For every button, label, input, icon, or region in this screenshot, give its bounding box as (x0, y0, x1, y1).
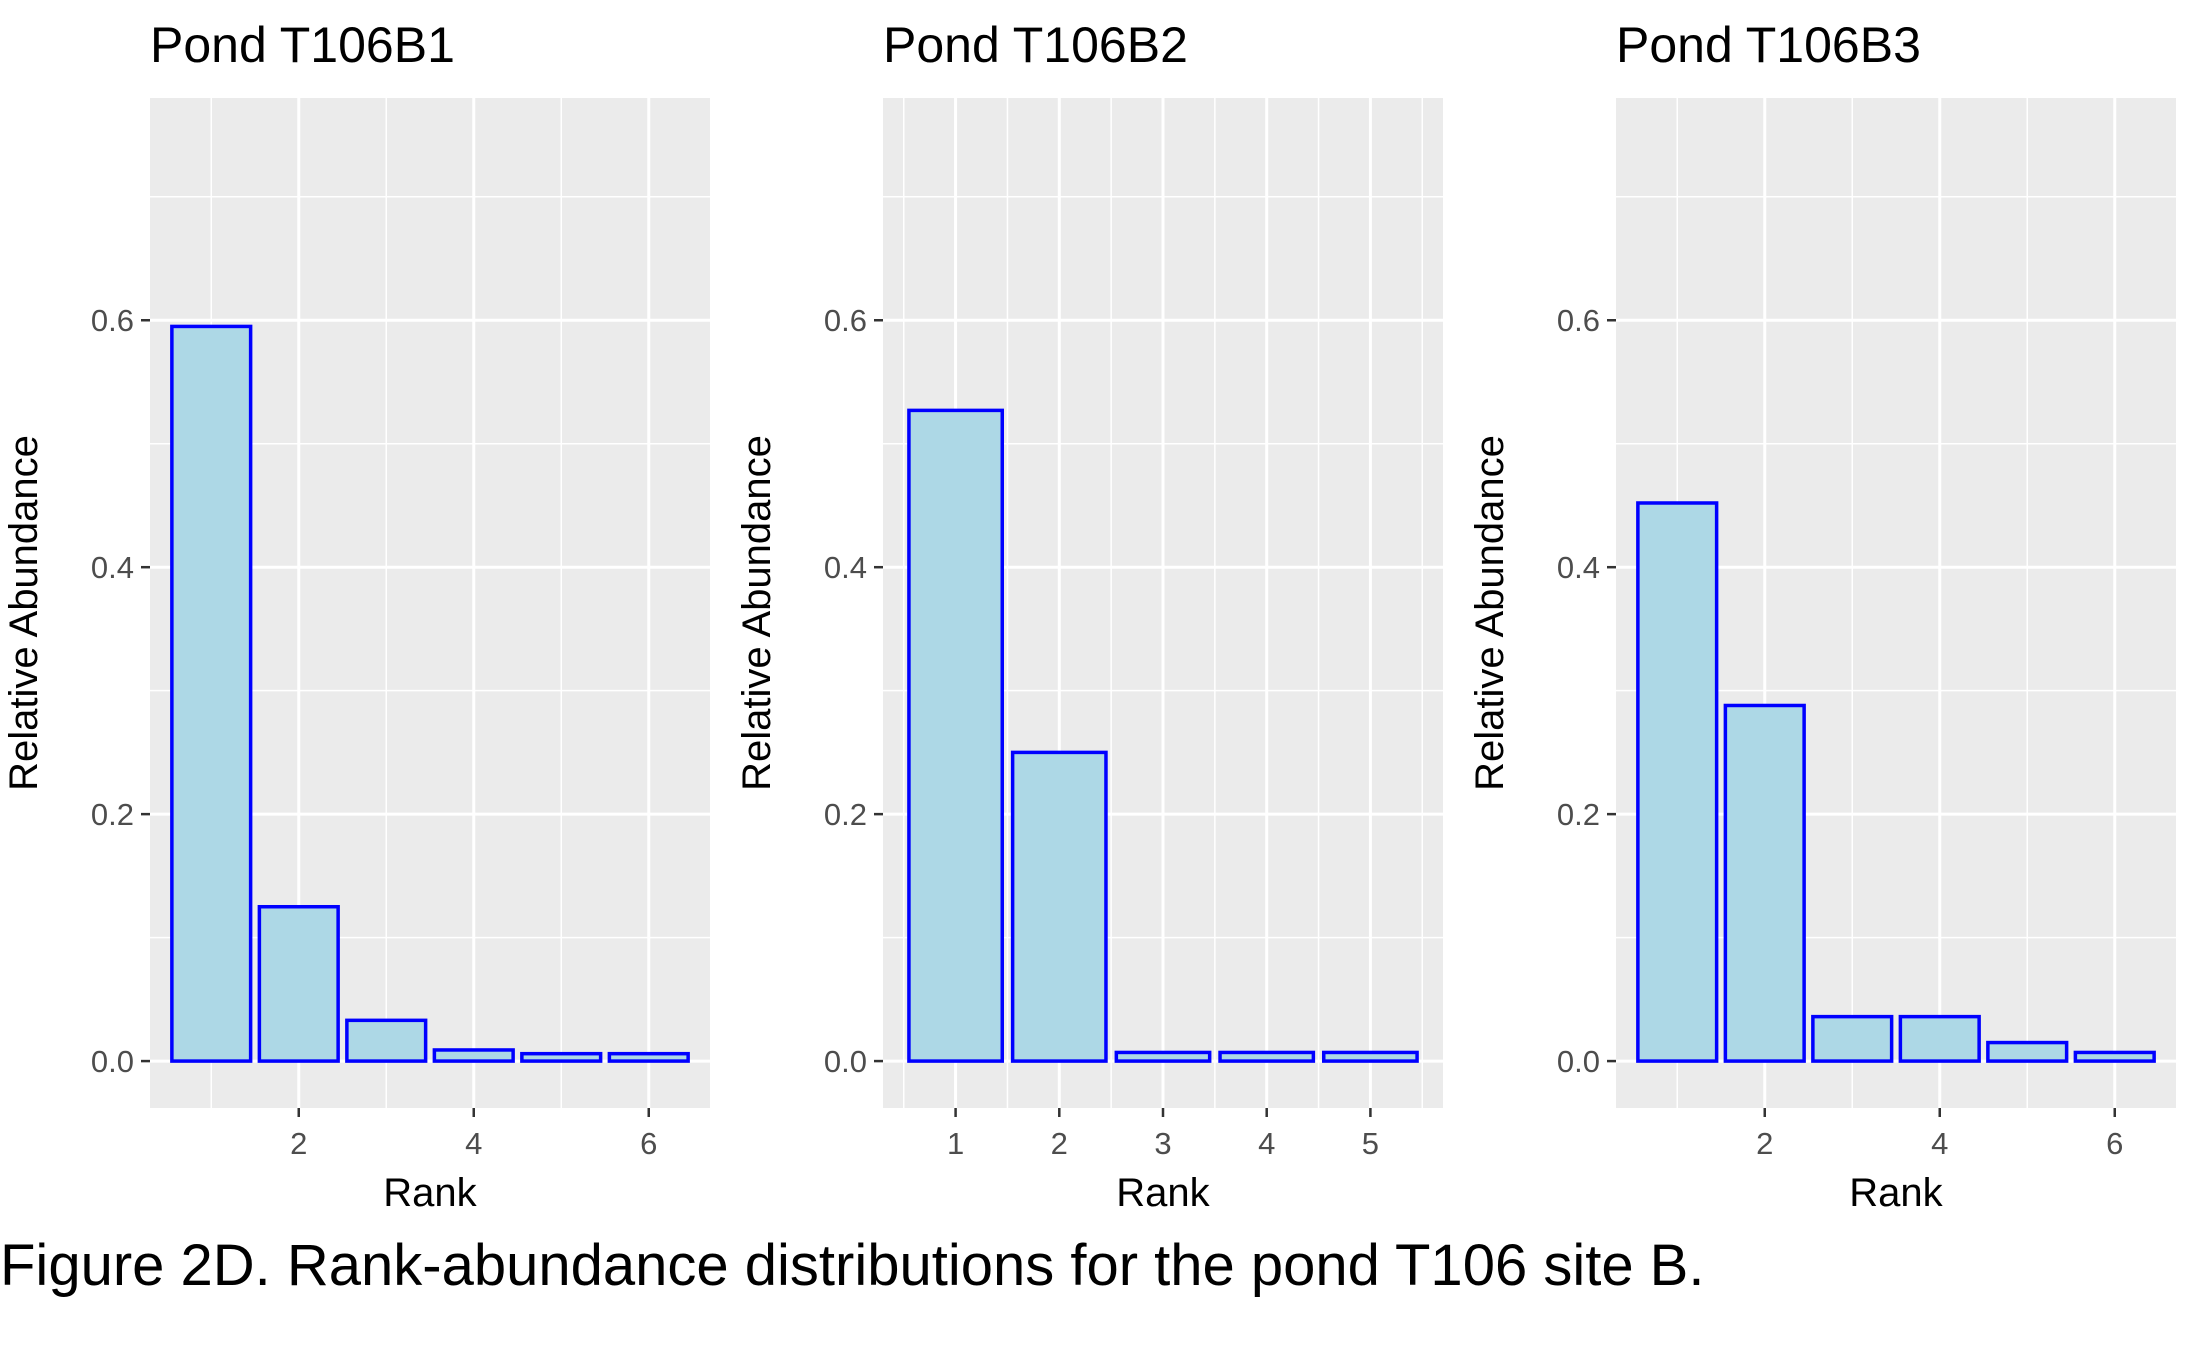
x-axis-title: Rank (1849, 1171, 1943, 1215)
bar-rank-2 (1010, 750, 1108, 1063)
chart-panel-2: 0.0 0.2 0.4 0.6 1 2 3 4 5 Rank Relative Abundance P… (735, 17, 1443, 1215)
y-axis-title: Relative Abundance (1468, 435, 1512, 791)
bar-rank-5 (520, 1051, 603, 1063)
bar-rank-3 (1811, 1014, 1894, 1063)
y-axis-title: Relative Abundance (2, 435, 46, 791)
y-tick-label: 0.4 (1557, 550, 1600, 585)
x-tick-label: 6 (2106, 1126, 2123, 1161)
y-tick-label: 0.0 (824, 1044, 867, 1079)
y-axis-title: Relative Abundance (735, 435, 779, 791)
y-tick-label: 0.2 (1557, 797, 1600, 832)
x-tick-label: 2 (1051, 1126, 1068, 1161)
y-tick-label: 0.6 (91, 303, 134, 338)
bar-rank-4 (1218, 1050, 1316, 1063)
x-axis-title: Rank (383, 1171, 477, 1215)
x-tick-label: 4 (465, 1126, 482, 1161)
x-axis-title: Rank (1116, 1171, 1210, 1215)
bar-rank-3 (345, 1018, 428, 1063)
figure-caption: Figure 2D. Rank-abundance distributions … (0, 1233, 1705, 1298)
bar-rank-1 (907, 408, 1005, 1063)
x-tick-label: 2 (1756, 1126, 1773, 1161)
bar-rank-2 (257, 904, 340, 1063)
bar-rank-6 (607, 1051, 690, 1063)
x-tick-label: 4 (1258, 1126, 1275, 1161)
bar-rank-1 (1636, 501, 1719, 1063)
bar-rank-4 (432, 1048, 515, 1063)
bar-rank-5 (1321, 1050, 1419, 1063)
y-tick-label: 0.4 (91, 550, 134, 585)
x-tick-label: 4 (1931, 1126, 1948, 1161)
bar-rank-4 (1898, 1014, 1981, 1063)
chart-panel-3: 0.0 0.2 0.4 0.6 2 4 6 Rank Relative Abundance Pon… (1468, 17, 2176, 1215)
y-tick-label: 0.2 (824, 797, 867, 832)
y-tick-label: 0.0 (91, 1044, 134, 1079)
y-tick-label: 0.4 (824, 550, 867, 585)
x-tick-label: 1 (947, 1126, 964, 1161)
chart-title: Pond T106B1 (150, 17, 455, 73)
x-tick-label: 3 (1154, 1126, 1171, 1161)
x-tick-label: 6 (640, 1126, 657, 1161)
x-tick-label: 2 (290, 1126, 307, 1161)
x-tick-label: 5 (1362, 1126, 1379, 1161)
chart-panel-1: 0.0 0.2 0.4 0.6 2 4 6 Rank Relative Abundance Pon… (2, 17, 710, 1215)
bar-rank-3 (1114, 1050, 1212, 1063)
chart-title: Pond T106B3 (1616, 17, 1921, 73)
bar-rank-6 (2073, 1050, 2156, 1063)
bar-rank-1 (170, 324, 253, 1063)
y-tick-label: 0.6 (1557, 303, 1600, 338)
bar-rank-5 (1986, 1040, 2069, 1063)
y-tick-label: 0.0 (1557, 1044, 1600, 1079)
y-tick-label: 0.6 (824, 303, 867, 338)
chart-title: Pond T106B2 (883, 17, 1188, 73)
y-tick-label: 0.2 (91, 797, 134, 832)
bar-rank-2 (1723, 703, 1806, 1063)
